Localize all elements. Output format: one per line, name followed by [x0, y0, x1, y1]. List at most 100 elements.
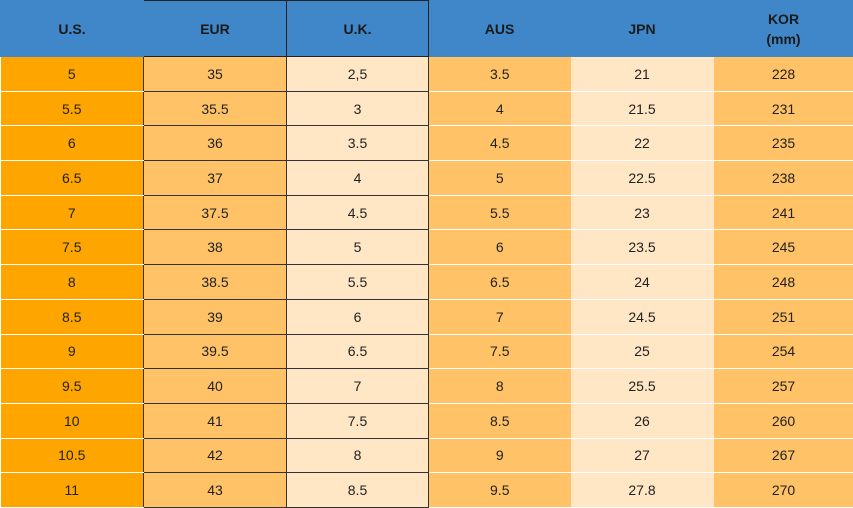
table-cell: 7	[0, 195, 144, 231]
table-row: 6.5 37 4 5 22.5 238	[0, 160, 853, 196]
table-cell: 38.5	[143, 264, 287, 300]
table-cell: 21.5	[570, 91, 714, 127]
table-cell: 9.5	[0, 368, 144, 404]
table-cell: 25.5	[570, 368, 714, 404]
table-cell: 27.8	[570, 472, 714, 508]
table-cell: 6	[0, 125, 144, 162]
table-row: 9 39.5 6.5 7.5 25 254	[0, 333, 853, 370]
table-cell: 251	[713, 299, 853, 335]
table-cell: 39.5	[143, 333, 287, 370]
header-cell: KOR (mm)	[713, 0, 853, 57]
table-cell: 10.5	[0, 438, 144, 474]
table-cell: 8.5	[286, 472, 429, 508]
table-cell: 6.5	[428, 264, 571, 300]
table-row: 7.5 38 5 6 23.5 245	[0, 229, 853, 266]
table-cell: 5.5	[0, 91, 144, 127]
table-row: 10.5 42 8 9 27 267	[0, 437, 853, 474]
table-cell: 6	[428, 229, 571, 266]
table-cell: 257	[713, 368, 853, 404]
table-cell: 5	[0, 56, 144, 92]
table-cell: 9	[0, 334, 144, 370]
table-cell: 7.5	[286, 402, 429, 439]
table-cell: 8	[428, 368, 571, 404]
table-cell: 5	[428, 160, 571, 196]
table-cell: 40	[143, 368, 287, 404]
table-row: 6 36 3.5 4.5 22 235	[0, 125, 853, 162]
table-row: 7 37.5 4.5 5.5 23 241	[0, 194, 853, 231]
table-cell: 43	[143, 472, 287, 508]
table-cell: 231	[713, 91, 853, 127]
table-cell: 9.5	[428, 472, 571, 508]
table-cell: 270	[713, 472, 853, 508]
table-cell: 24.5	[570, 299, 714, 335]
table-cell: 2,5	[286, 56, 429, 92]
header-cell: AUS	[428, 0, 571, 57]
table-cell: 25	[570, 334, 714, 370]
table-cell: 4.5	[286, 194, 429, 231]
table-cell: 23.5	[570, 229, 714, 266]
table-cell: 7.5	[0, 229, 144, 266]
table-cell: 3.5	[286, 125, 429, 162]
table-cell: 228	[713, 56, 853, 92]
table-row: 10 41 7.5 8.5 26 260	[0, 402, 853, 439]
table-cell: 245	[713, 229, 853, 266]
table-cell: 6	[286, 298, 429, 335]
table-cell: 254	[713, 334, 853, 370]
table-row: 5.5 35.5 3 4 21.5 231	[0, 90, 853, 127]
table-cell: 42	[143, 437, 287, 474]
table-cell: 39	[143, 298, 287, 335]
table-row: 9.5 40 7 8 25.5 257	[0, 368, 853, 404]
table-cell: 23	[570, 195, 714, 231]
header-cell: EUR	[143, 0, 287, 57]
table-cell: 37	[143, 160, 287, 196]
table-cell: 24	[570, 264, 714, 300]
table-cell: 35.5	[143, 90, 287, 127]
table-cell: 41	[143, 402, 287, 439]
table-cell: 35	[143, 56, 287, 92]
table-cell: 5.5	[428, 195, 571, 231]
table-cell: 37.5	[143, 194, 287, 231]
table-cell: 9	[428, 438, 571, 474]
table-cell: 4.5	[428, 125, 571, 162]
table-cell: 241	[713, 195, 853, 231]
table-cell: 7	[428, 299, 571, 335]
table-cell: 6.5	[0, 160, 144, 196]
header-cell: U.K.	[286, 0, 429, 57]
table-cell: 22	[570, 125, 714, 162]
table-cell: 3.5	[428, 56, 571, 92]
table-cell: 26	[570, 403, 714, 439]
table-cell: 10	[0, 403, 144, 439]
table-cell: 8.5	[428, 403, 571, 439]
table-cell: 27	[570, 438, 714, 474]
table-cell: 21	[570, 56, 714, 92]
table-cell: 260	[713, 403, 853, 439]
table-cell: 38	[143, 229, 287, 266]
table-cell: 8	[0, 264, 144, 300]
table-cell: 11	[0, 472, 144, 508]
table-row: 8 38.5 5.5 6.5 24 248	[0, 264, 853, 300]
table-cell: 238	[713, 160, 853, 196]
table-cell: 22.5	[570, 160, 714, 196]
table-cell: 267	[713, 438, 853, 474]
table-cell: 5	[286, 229, 429, 266]
table-body: 5 35 2,5 3.5 21 228 5.5 35.5 3 4 21.5 231 6 36 3.5 4.5 2…	[0, 56, 853, 508]
table-cell: 6.5	[286, 333, 429, 370]
header-row: U.S. EUR U.K. AUS JPN KOR (mm)	[0, 0, 853, 57]
table-row: 5 35 2,5 3.5 21 228	[0, 56, 853, 92]
table-cell: 235	[713, 125, 853, 162]
table-row: 11 43 8.5 9.5 27.8 270	[0, 472, 853, 508]
header-cell: U.S.	[0, 0, 144, 57]
table-cell: 4	[428, 91, 571, 127]
table-cell: 8	[286, 437, 429, 474]
table-cell: 5.5	[286, 264, 429, 300]
table-cell: 7.5	[428, 334, 571, 370]
table-cell: 7	[286, 368, 429, 404]
table-cell: 248	[713, 264, 853, 300]
table-cell: 3	[286, 90, 429, 127]
header-cell: JPN	[570, 0, 714, 57]
table-row: 8.5 39 6 7 24.5 251	[0, 298, 853, 335]
table-cell: 8.5	[0, 299, 144, 335]
table-cell: 36	[143, 125, 287, 162]
